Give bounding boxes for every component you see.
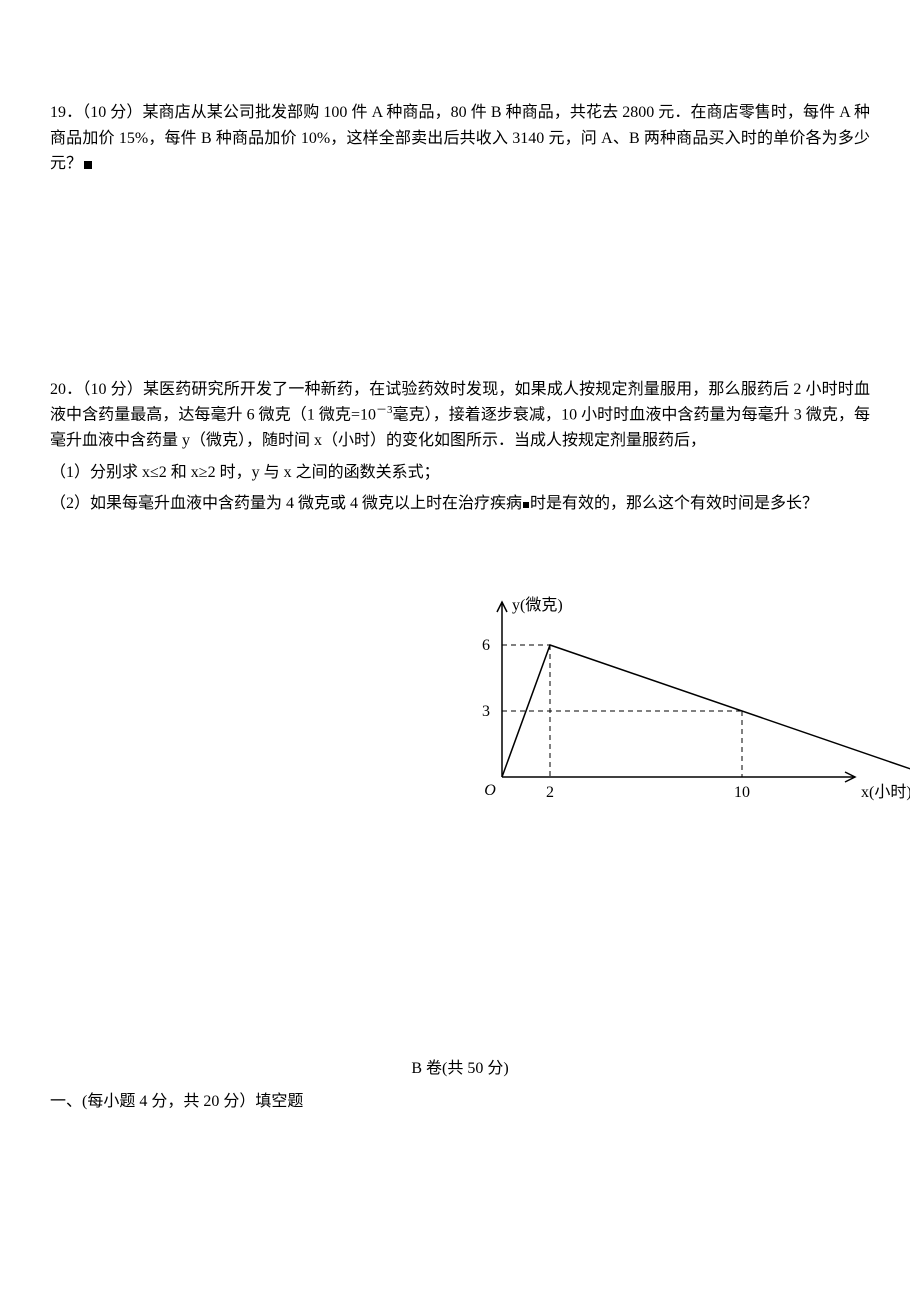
svg-text:y(微克): y(微克) (512, 596, 563, 614)
svg-text:2: 2 (546, 784, 554, 801)
q20-sup: －3 (376, 404, 393, 416)
q19-points: （10 分） (82, 104, 142, 121)
q19-text: 19．（10 分）某商店从某公司批发部购 100 件 A 种商品，80 件 B … (50, 100, 870, 177)
section-b-title: B 卷(共 50 分) (50, 1056, 870, 1082)
svg-text:10: 10 (734, 784, 750, 801)
chart-svg: 6 3 2 10 Oy(微克) x(小时) (450, 587, 910, 817)
q20-sub2-b: 时是有效的，那么这个有效时间是多长？ (530, 495, 818, 512)
question-20: 20．（10 分）某医药研究所开发了一种新药，在试验药效时发现，如果成人按规定剂… (50, 377, 870, 517)
section-b: B 卷(共 50 分) 一、(每小题 4 分，共 20 分）填空题 (50, 1056, 870, 1115)
q20-sub1: （1）分别求 x≤2 和 x≥2 时，y 与 x 之间的函数关系式； (50, 460, 870, 486)
chart-figure: 63210Oy(微克)x(小时) (450, 587, 870, 826)
svg-text:6: 6 (482, 637, 490, 654)
q20-sub2: （2）如果每毫升血液中含药量为 4 微克或 4 微克以上时在治疗疾病时是有效的，… (50, 491, 870, 517)
q20-points: （10 分） (82, 381, 143, 398)
svg-text:3: 3 (482, 703, 490, 720)
q19-body: 某商店从某公司批发部购 100 件 A 种商品，80 件 B 种商品，共花去 2… (50, 104, 870, 172)
question-19: 19．（10 分）某商店从某公司批发部购 100 件 A 种商品，80 件 B … (50, 100, 870, 177)
inline-marker-icon (523, 502, 529, 508)
section-b-sub: 一、(每小题 4 分，共 20 分）填空题 (50, 1089, 870, 1115)
q20-text: 20．（10 分）某医药研究所开发了一种新药，在试验药效时发现，如果成人按规定剂… (50, 377, 870, 454)
svg-text:O: O (484, 782, 496, 799)
end-marker-icon (84, 161, 92, 169)
q20-number: 20． (50, 381, 82, 398)
q19-number: 19． (50, 104, 82, 121)
svg-text:x(小时): x(小时) (861, 783, 910, 801)
q20-sub2-a: （2）如果每毫升血液中含药量为 4 微克或 4 微克以上时在治疗疾病 (50, 495, 522, 512)
